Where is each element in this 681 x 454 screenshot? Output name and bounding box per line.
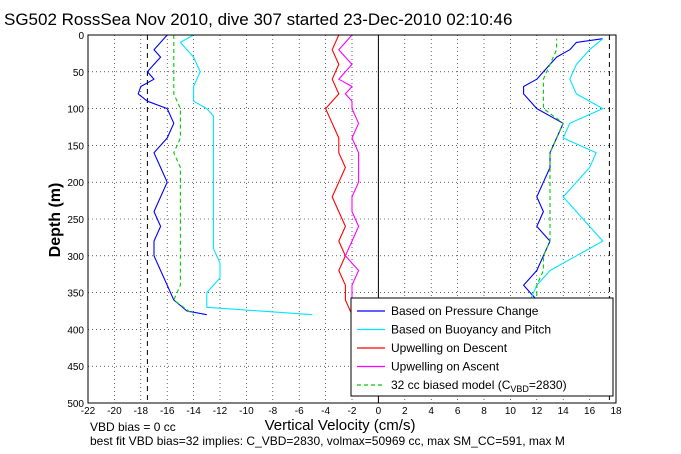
x-axis-label: Vertical Velocity (cm/s): [265, 417, 416, 434]
x-tick-label: -2: [348, 406, 357, 417]
x-tick-label: -22: [81, 406, 96, 417]
vbd-bias-note: VBD bias = 0 cc: [90, 420, 176, 434]
series-layer: [137, 34, 604, 316]
series-line-descent: [179, 34, 313, 316]
x-tick-label: -8: [268, 406, 277, 417]
chart-title: SG502 RossSea Nov 2010, dive 307 started…: [4, 10, 512, 29]
x-tick-label: 0: [376, 406, 382, 417]
x-tick-label: -14: [186, 406, 201, 417]
series-line: [325, 34, 353, 315]
legend-entry: Based on Buoyancy and Pitch: [391, 323, 551, 337]
x-tick-label: -20: [107, 406, 122, 417]
y-tick-label: 300: [67, 252, 84, 263]
x-tick-label: 14: [558, 406, 570, 417]
x-tick-label: 16: [584, 406, 596, 417]
legend-entry: Based on Pressure Change: [391, 304, 539, 318]
x-tick-label: 8: [481, 406, 487, 417]
series-line-ascent: [523, 38, 604, 315]
y-tick-label: 50: [73, 68, 85, 79]
x-tick-label: -12: [213, 406, 228, 417]
x-tick-label: -18: [134, 406, 149, 417]
x-tick-label: 2: [402, 406, 408, 417]
legend-entry: Upwelling on Descent: [391, 341, 508, 355]
y-tick-label: 100: [67, 105, 84, 116]
y-tick-label: 250: [67, 215, 84, 226]
best-fit-note: best fit VBD bias=32 implies: C_VBD=2830…: [90, 434, 565, 448]
x-tick-label: 12: [531, 406, 543, 417]
x-tick-label: 18: [610, 406, 622, 417]
y-tick-label: 200: [67, 178, 84, 189]
legend-entry: 32 cc biased model (CVBD=2830): [391, 378, 567, 394]
x-tick-label: 10: [505, 406, 517, 417]
x-tick-label: -6: [295, 406, 304, 417]
legend-entry: Upwelling on Ascent: [391, 360, 500, 374]
y-tick-label: 450: [67, 362, 84, 373]
x-tick-label: 4: [428, 406, 434, 417]
y-tick-label: 350: [67, 289, 84, 300]
x-tick-label: -4: [321, 406, 330, 417]
y-tick-label: 0: [78, 31, 84, 42]
y-tick-label: 150: [67, 141, 84, 152]
x-tick-label: -16: [160, 406, 175, 417]
legend-box: [350, 297, 614, 397]
legend: Based on Pressure Change Based on Buoyanc…: [350, 297, 614, 397]
y-tick-label: 400: [67, 325, 84, 336]
y-tick-label: 500: [67, 399, 84, 410]
plot-border: [87, 34, 617, 404]
series-line-ascent: [529, 38, 564, 315]
series-line-ascent: [523, 38, 603, 316]
axis-ticks: -22 -20 -18 -16 -14 -12 -10 -8 -6 -4 -2 0 2 4 6 8 10 12 14…: [67, 31, 622, 417]
series-line-descent: [137, 34, 207, 316]
series-line: [338, 34, 360, 315]
x-tick-label: 6: [455, 406, 461, 417]
x-tick-label: -10: [239, 406, 254, 417]
y-axis-label: Depth (m): [47, 183, 64, 258]
